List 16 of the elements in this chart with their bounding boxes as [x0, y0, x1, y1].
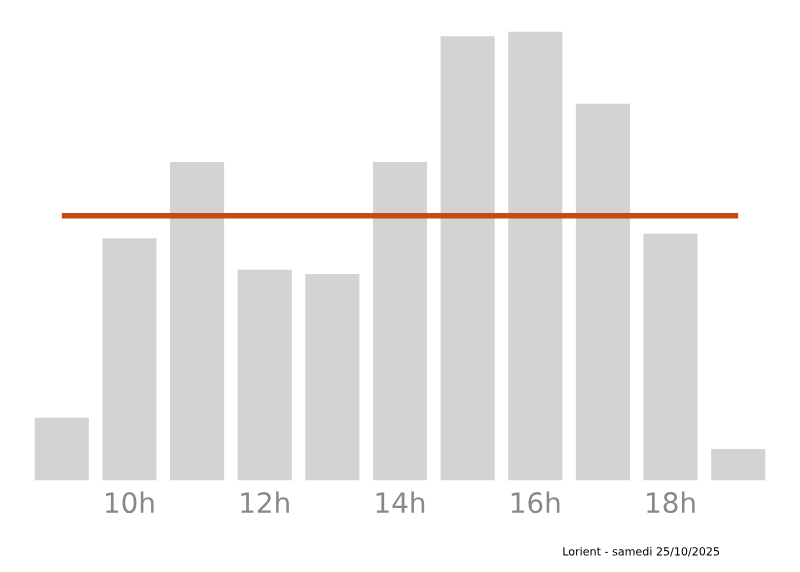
- bar: [237, 269, 292, 481]
- bar: [34, 417, 89, 481]
- bar: [508, 31, 563, 481]
- x-tick-label: 14h: [376, 491, 425, 513]
- x-tick-label: 16h: [511, 491, 560, 514]
- x-tick-label: 10h: [106, 491, 154, 514]
- bar: [711, 449, 766, 481]
- x-tick-label: 12h: [241, 491, 289, 513]
- bar: [170, 161, 225, 481]
- bar: [305, 274, 360, 481]
- bar: [372, 161, 428, 481]
- bar: [575, 103, 630, 481]
- bar: [440, 36, 495, 481]
- bar: [102, 238, 157, 481]
- bar: [643, 233, 698, 481]
- x-tick-label: 18h: [647, 491, 695, 514]
